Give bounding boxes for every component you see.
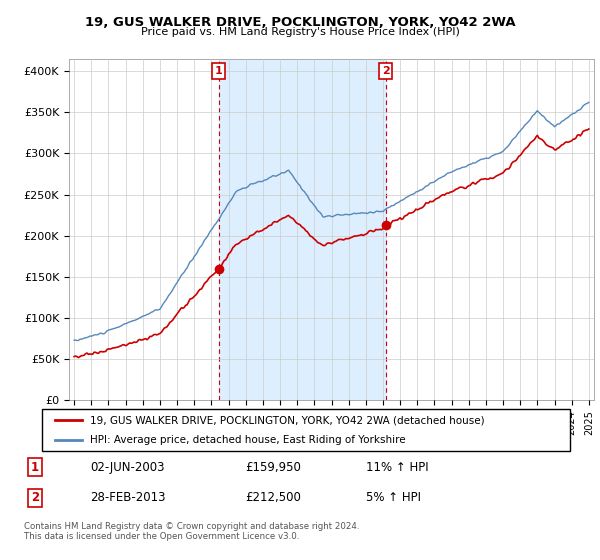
Text: 11% ↑ HPI: 11% ↑ HPI [366,461,429,474]
Text: 19, GUS WALKER DRIVE, POCKLINGTON, YORK, YO42 2WA (detached house): 19, GUS WALKER DRIVE, POCKLINGTON, YORK,… [89,415,484,425]
Text: Price paid vs. HM Land Registry's House Price Index (HPI): Price paid vs. HM Land Registry's House … [140,27,460,37]
Text: 28-FEB-2013: 28-FEB-2013 [90,491,166,504]
Text: HPI: Average price, detached house, East Riding of Yorkshire: HPI: Average price, detached house, East… [89,435,405,445]
Text: This data is licensed under the Open Government Licence v3.0.: This data is licensed under the Open Gov… [24,532,299,541]
Text: 19, GUS WALKER DRIVE, POCKLINGTON, YORK, YO42 2WA: 19, GUS WALKER DRIVE, POCKLINGTON, YORK,… [85,16,515,29]
Text: 5% ↑ HPI: 5% ↑ HPI [366,491,421,504]
Bar [218,59,386,400]
Text: 1: 1 [215,66,223,76]
Text: £159,950: £159,950 [245,461,301,474]
Text: Contains HM Land Registry data © Crown copyright and database right 2024.: Contains HM Land Registry data © Crown c… [24,522,359,531]
Text: 1: 1 [31,461,39,474]
Text: £212,500: £212,500 [245,491,301,504]
Text: 02-JUN-2003: 02-JUN-2003 [90,461,165,474]
Text: 2: 2 [382,66,389,76]
Text: 2: 2 [31,491,39,504]
